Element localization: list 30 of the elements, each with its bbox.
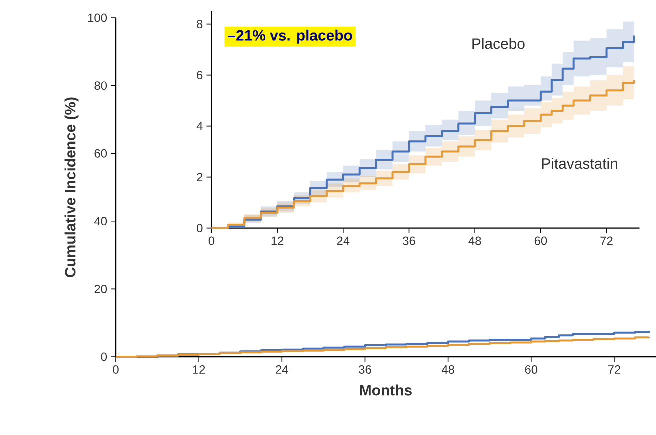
y-tick-label: 0: [197, 224, 203, 233]
x-tick-label: 24: [276, 366, 288, 374]
y-tick-label: 2: [197, 173, 203, 182]
x-tick-label: 0: [208, 236, 215, 246]
x-tick-label: 48: [442, 366, 454, 374]
x-tick-label: 72: [600, 236, 613, 246]
x-tick-label: 60: [534, 236, 548, 246]
text: Pitavastatin: [542, 158, 618, 170]
annotation: –21% vs. placebo: [228, 30, 352, 44]
x-tick-label: 48: [468, 236, 482, 246]
x-tick-label: 24: [337, 236, 350, 246]
x-tick-label: 0: [113, 366, 119, 374]
x-tick-label: 36: [403, 236, 416, 246]
y-tick-label: 40: [94, 217, 108, 226]
x-axis-title: Months: [360, 384, 412, 396]
x-tick-label: 12: [193, 366, 206, 374]
y-tick-label: 8: [197, 20, 203, 29]
y-tick-label: 6: [197, 71, 203, 80]
y-tick-label: 100: [88, 14, 108, 22]
text: Placebo: [472, 38, 525, 50]
x-tick-label: 60: [525, 366, 538, 374]
y-axis-title: Cumulative Incidence (%): [64, 98, 79, 278]
y-tick-label: 60: [94, 149, 108, 158]
y-tick-label: 0: [101, 352, 108, 362]
y-tick-label: 80: [94, 82, 108, 90]
y-tick-label: 20: [94, 284, 108, 294]
x-tick-label: 12: [272, 236, 284, 246]
y-tick-label: 4: [196, 122, 203, 130]
x-tick-label: 36: [359, 366, 372, 374]
x-tick-label: 72: [608, 366, 621, 374]
